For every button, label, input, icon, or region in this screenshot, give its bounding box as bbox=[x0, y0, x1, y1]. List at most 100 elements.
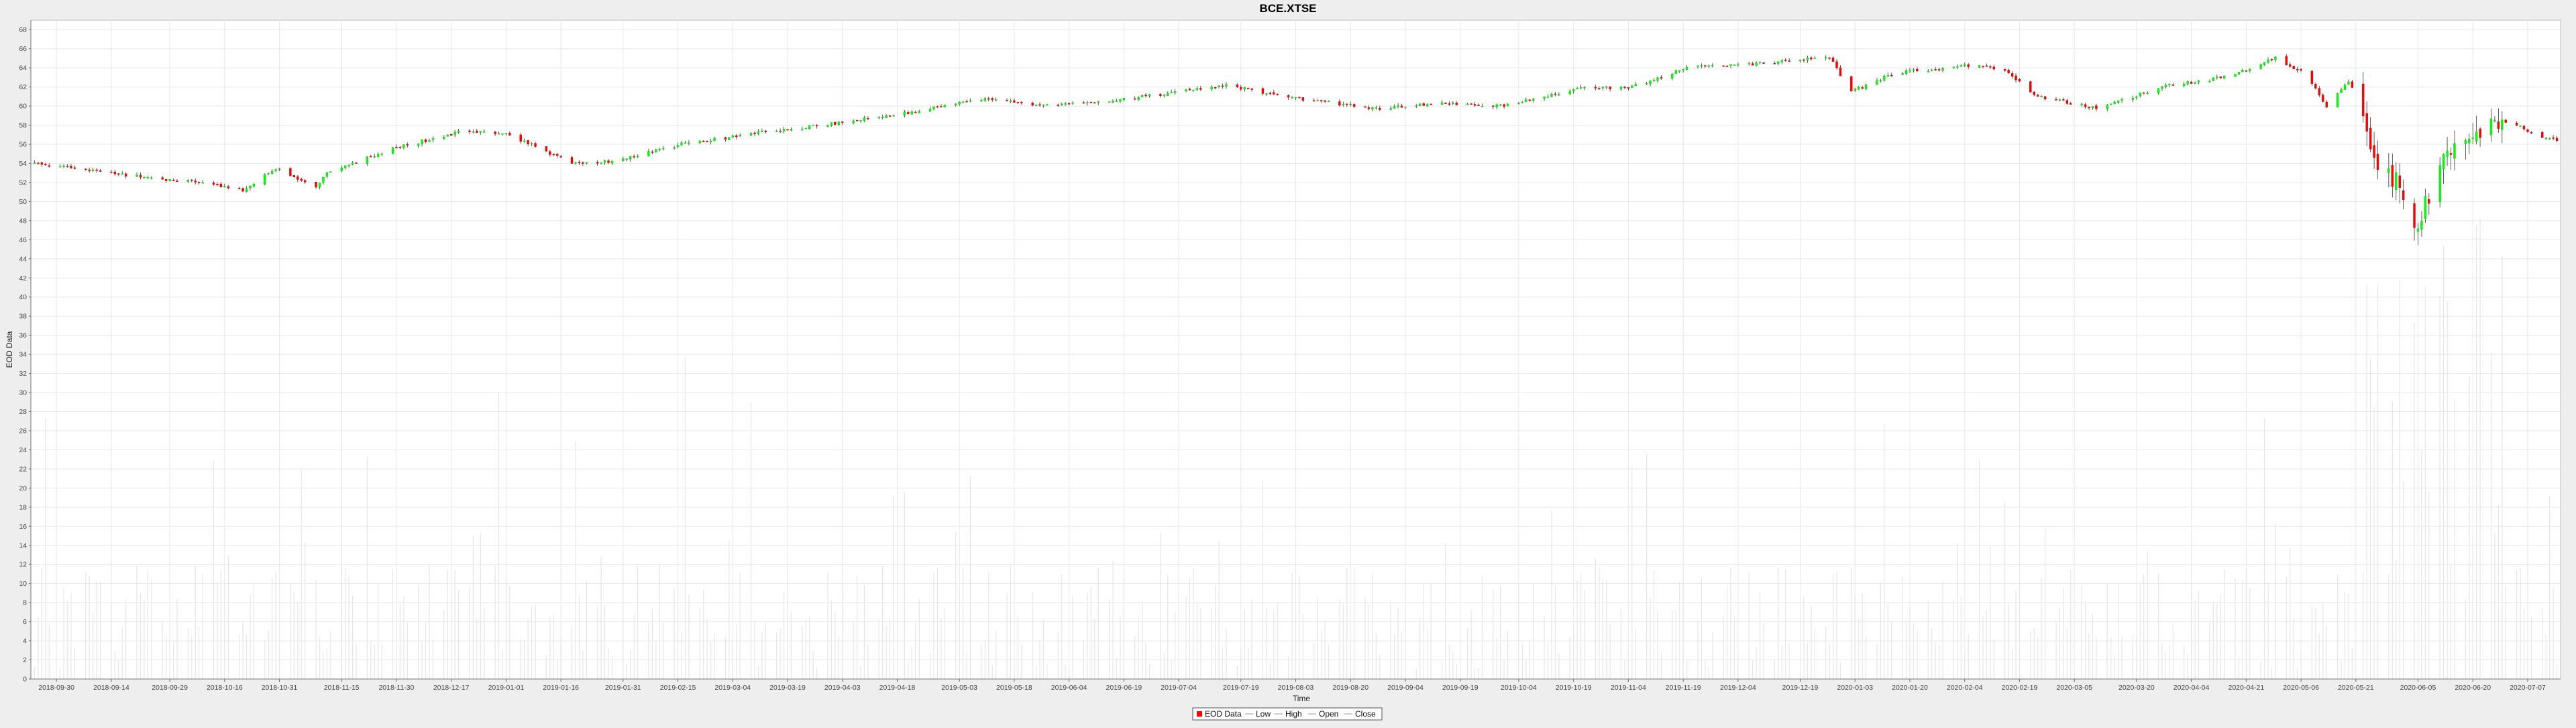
candle-body bbox=[881, 117, 884, 119]
candle-body bbox=[1269, 93, 1272, 94]
candle-body bbox=[2003, 68, 2006, 71]
candle-body bbox=[1422, 103, 1425, 106]
candle-body bbox=[610, 160, 614, 164]
candle-body bbox=[607, 160, 610, 163]
y-tick-label: 40 bbox=[19, 293, 27, 301]
candle-body bbox=[834, 121, 837, 125]
candle-body bbox=[519, 134, 522, 142]
y-tick-label: 68 bbox=[19, 26, 27, 34]
candle-body bbox=[449, 134, 453, 136]
candle-body bbox=[1777, 61, 1780, 64]
candle-body bbox=[914, 111, 917, 113]
candle-body bbox=[1697, 65, 1699, 67]
y-tick-label: 4 bbox=[23, 637, 27, 645]
x-tick-label: 2019-10-04 bbox=[1501, 684, 1537, 692]
candle-body bbox=[782, 128, 786, 132]
candle-body bbox=[2343, 85, 2347, 90]
candle-body bbox=[1572, 89, 1575, 92]
candle-body bbox=[1579, 87, 1582, 89]
candle-body bbox=[2351, 81, 2354, 88]
candle-body bbox=[417, 144, 420, 146]
candle-body bbox=[753, 132, 756, 134]
candle-body bbox=[1316, 99, 1319, 101]
candle-body bbox=[1346, 103, 1348, 105]
candle-body bbox=[622, 158, 625, 161]
candle-body bbox=[1864, 84, 1868, 90]
y-tick-label: 28 bbox=[19, 408, 27, 416]
candle-body bbox=[398, 146, 402, 148]
candle-body bbox=[907, 112, 910, 114]
candle-body bbox=[241, 188, 244, 192]
candle-body bbox=[139, 174, 142, 178]
candle-body bbox=[1934, 69, 1937, 70]
legend-item-eod: EOD Data bbox=[1205, 709, 1242, 719]
x-tick-label: 2019-03-04 bbox=[714, 684, 751, 692]
candle-body bbox=[2347, 81, 2350, 85]
candle-body bbox=[1006, 100, 1008, 101]
candle-body bbox=[2270, 59, 2273, 60]
candle-body bbox=[1192, 89, 1195, 91]
candle-body bbox=[1448, 103, 1451, 105]
x-tick-label: 2019-07-04 bbox=[1161, 684, 1197, 692]
candle-body bbox=[1967, 64, 1970, 67]
candle-body bbox=[2424, 196, 2427, 219]
candle-body bbox=[2522, 125, 2526, 129]
y-tick-label: 26 bbox=[19, 427, 27, 435]
candle-body bbox=[2292, 66, 2295, 69]
candle-body bbox=[1455, 103, 1458, 105]
candle-body bbox=[2365, 113, 2368, 132]
x-tick-label: 2019-11-19 bbox=[1666, 684, 1701, 692]
x-tick-label: 2019-10-19 bbox=[1556, 684, 1592, 692]
candle-body bbox=[1236, 85, 1239, 87]
y-tick-label: 0 bbox=[23, 676, 27, 684]
candle-body bbox=[600, 162, 602, 164]
candle-body bbox=[2058, 99, 2061, 101]
candle-body bbox=[1419, 103, 1421, 106]
candle-body bbox=[2241, 70, 2244, 72]
candle-body bbox=[1799, 59, 1802, 62]
candle-body bbox=[1013, 100, 1016, 103]
x-tick-label: 2019-01-16 bbox=[543, 684, 579, 692]
candle-body bbox=[2274, 56, 2277, 60]
candle-body bbox=[2161, 87, 2163, 89]
candle-body bbox=[2186, 81, 2189, 85]
candle-body bbox=[2387, 168, 2390, 173]
candle-body bbox=[1850, 76, 1853, 92]
candle-body bbox=[2310, 70, 2314, 84]
grid-lines bbox=[31, 20, 2561, 680]
candle-body bbox=[168, 179, 171, 182]
candle-body bbox=[2515, 123, 2518, 126]
legend-swatch-eod bbox=[1197, 711, 1202, 717]
candle-body bbox=[1195, 88, 1199, 91]
y-tick-label: 64 bbox=[19, 64, 27, 72]
candle-body bbox=[2164, 85, 2167, 88]
candle-body bbox=[655, 149, 657, 152]
candle-body bbox=[2548, 138, 2551, 140]
candle-body bbox=[1733, 64, 1736, 66]
candle-body bbox=[826, 125, 829, 127]
candle-body bbox=[1904, 70, 1908, 74]
candle-body bbox=[1342, 103, 1345, 105]
candle-body bbox=[647, 151, 650, 157]
candle-body bbox=[965, 101, 968, 103]
candle-body bbox=[1430, 103, 1432, 105]
candle-body bbox=[2296, 69, 2299, 70]
candle-body bbox=[804, 127, 807, 129]
y-tick-label: 46 bbox=[19, 236, 27, 244]
candle-body bbox=[289, 168, 292, 176]
candle-body bbox=[453, 132, 456, 136]
candle-body bbox=[1167, 93, 1169, 96]
candle-body bbox=[1400, 105, 1403, 108]
candle-body bbox=[66, 166, 69, 167]
y-tick-label: 48 bbox=[19, 217, 27, 225]
legend-item-high: High bbox=[1285, 709, 1302, 719]
candle-body bbox=[706, 141, 708, 142]
candle-body bbox=[830, 122, 833, 126]
candle-body bbox=[1685, 66, 1688, 70]
x-tick-label: 2019-03-19 bbox=[769, 684, 806, 692]
candle-body bbox=[227, 186, 229, 189]
x-tick-label: 2020-02-04 bbox=[1947, 684, 1983, 692]
candle-body bbox=[837, 121, 841, 125]
candle-body bbox=[2362, 83, 2365, 117]
candle-body bbox=[2190, 81, 2193, 84]
